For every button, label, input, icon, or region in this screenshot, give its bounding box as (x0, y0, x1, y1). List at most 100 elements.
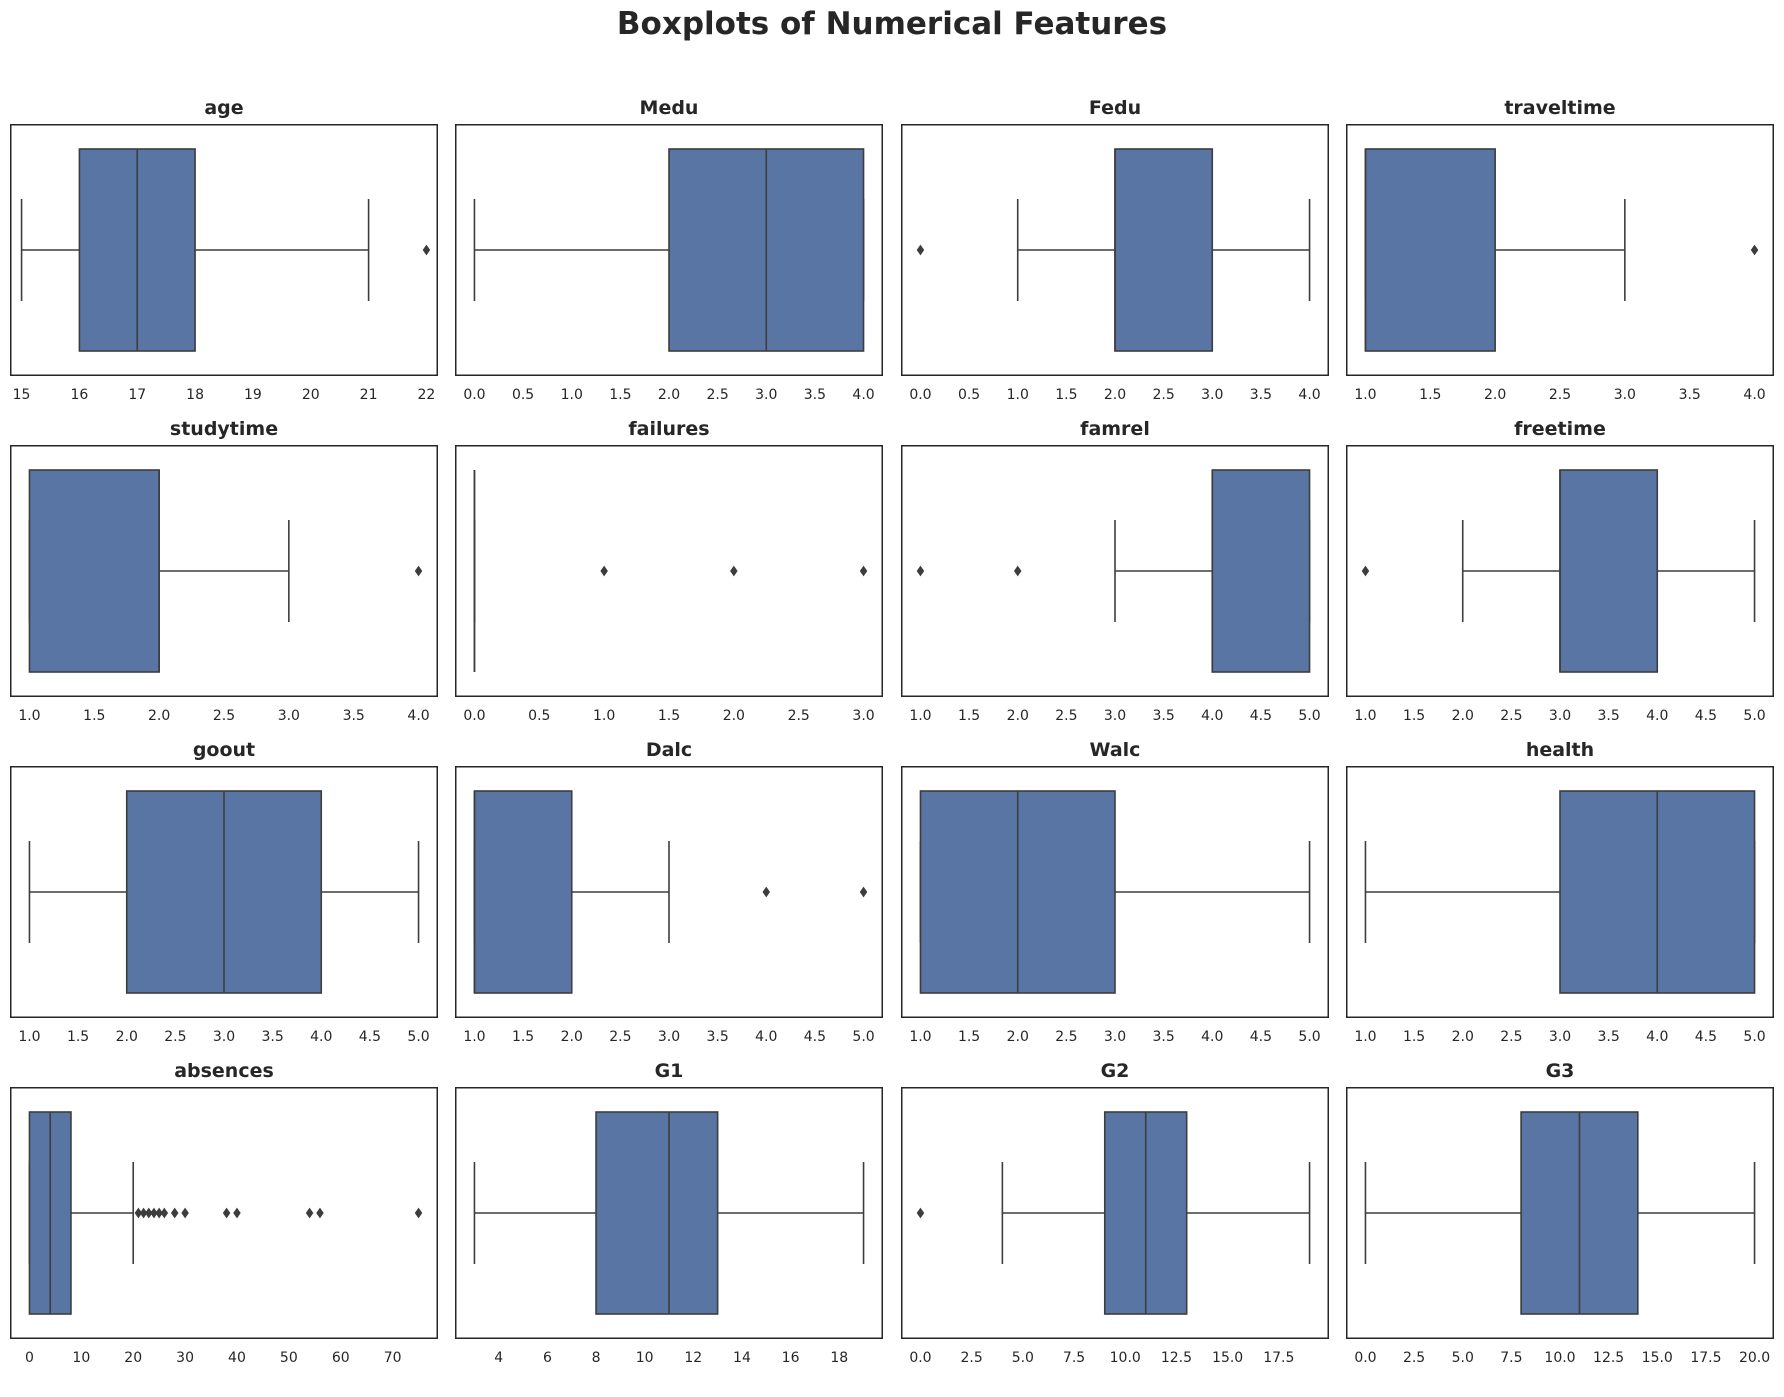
axes-frame (455, 766, 883, 1018)
x-tick-label: 0.0 (1354, 1350, 1376, 1366)
x-tick-label: 4.0 (1201, 708, 1223, 724)
outlier-point (145, 1207, 153, 1219)
x-tick-label: 2.0 (1007, 1029, 1029, 1045)
outlier-point (414, 1207, 423, 1219)
x-tick-label: 0.5 (512, 387, 534, 403)
subplot-title: Walc (1090, 739, 1141, 761)
x-tick-label: 3.0 (278, 708, 300, 724)
boxplot-Fedu: Fedu 0.0 0.5 1.0 1.5 2.0 2.5 3.0 3.5 4.0 (901, 97, 1329, 403)
x-tick-label: 1.5 (609, 387, 631, 403)
x-tick-label: 3.0 (755, 387, 777, 403)
x-tick-label: 30 (176, 1350, 194, 1366)
x-tick-label: 1.0 (909, 1029, 931, 1045)
panel-famrel: famrel 1.0 1.5 2.0 2.5 3.0 3.5 4.0 4.5 5.0 (901, 415, 1349, 755)
x-tick-label: 2.5 (1153, 387, 1175, 403)
subplot-title: failures (628, 418, 709, 440)
iqr-box (1114, 148, 1214, 352)
outlier-point (762, 886, 771, 898)
x-tick-label: 1.5 (658, 708, 680, 724)
panel-G3: G3 0.0 2.5 5.0 7.5 10.0 12.5 15.0 17.5 20.0 (1346, 1057, 1784, 1397)
subplot-title: absences (174, 1060, 274, 1082)
outlier-point (170, 1207, 179, 1219)
x-tick-label: 12 (684, 1350, 702, 1366)
x-tick-label: 2.5 (1055, 1029, 1077, 1045)
x-tick-label: 2.0 (1452, 1029, 1474, 1045)
x-tick-label: 10.0 (1544, 1350, 1575, 1366)
subplot-title: freetime (1514, 418, 1606, 440)
x-tick-label: 17.5 (1263, 1350, 1294, 1366)
x-tick-label: 4.5 (1695, 708, 1717, 724)
x-tick-label: 3.0 (1549, 1029, 1571, 1045)
x-tick-label: 1.5 (1403, 1029, 1425, 1045)
x-tick-label: 15.0 (1212, 1350, 1243, 1366)
iqr-box (595, 1111, 719, 1315)
panel-absences: absences 0 10 20 30 40 50 60 70 (10, 1057, 458, 1397)
boxplot-absences: absences 0 10 20 30 40 50 60 70 (10, 1060, 438, 1366)
x-tick-label: 3.0 (658, 1029, 680, 1045)
x-tick-label: 4.5 (1250, 1029, 1272, 1045)
boxplot-studytime: studytime 1.0 1.5 2.0 2.5 3.0 3.5 4.0 (10, 418, 438, 724)
x-tick-label: 2.5 (1055, 708, 1077, 724)
x-tick-label: 1.0 (561, 387, 583, 403)
x-tick-label: 0.5 (528, 708, 550, 724)
x-tick-label: 14 (733, 1350, 751, 1366)
outlier-point (422, 244, 431, 256)
x-tick-label: 5.0 (1298, 708, 1320, 724)
boxplot-famrel: famrel 1.0 1.5 2.0 2.5 3.0 3.5 4.0 4.5 5.0 (901, 418, 1329, 724)
x-tick-label: 3.0 (1201, 387, 1223, 403)
axes-frame (10, 445, 438, 697)
outlier-point (222, 1207, 231, 1219)
x-tick-label: 3.5 (1153, 708, 1175, 724)
subplot-title: age (204, 97, 243, 119)
x-tick-label: 4.0 (1646, 708, 1668, 724)
iqr-box (28, 469, 160, 673)
x-tick-label: 1.0 (1354, 708, 1376, 724)
x-tick-label: 18 (186, 387, 204, 403)
x-tick-label: 12.5 (1593, 1350, 1624, 1366)
x-tick-label: 16 (70, 387, 88, 403)
x-tick-label: 1.0 (593, 708, 615, 724)
x-tick-label: 21 (360, 387, 378, 403)
outlier-point (305, 1207, 314, 1219)
subplot-title: G2 (1101, 1060, 1130, 1082)
figure-title: Boxplots of Numerical Features (616, 6, 1168, 42)
iqr-box (1559, 469, 1659, 673)
x-tick-label: 1.0 (1354, 387, 1376, 403)
axes-frame (1346, 124, 1774, 376)
boxplot-health: health 1.0 1.5 2.0 2.5 3.0 3.5 4.0 4.5 5.0 (1346, 739, 1774, 1045)
x-tick-label: 4 (494, 1350, 503, 1366)
outlier-point (150, 1207, 158, 1219)
outlier-point (916, 1207, 925, 1219)
axes-frame (455, 445, 883, 697)
x-tick-label: 2.0 (1452, 708, 1474, 724)
x-tick-label: 2.5 (1500, 708, 1522, 724)
x-tick-label: 7.5 (1500, 1350, 1522, 1366)
x-tick-label: 5.0 (1452, 1350, 1474, 1366)
outlier-point (181, 1207, 189, 1219)
x-tick-label: 20 (124, 1350, 142, 1366)
x-tick-label: 1.5 (958, 1029, 980, 1045)
x-tick-label: 10 (636, 1350, 654, 1366)
x-tick-label: 1.0 (463, 1029, 485, 1045)
panel-traveltime: traveltime 1.0 1.5 2.0 2.5 3.0 3.5 4.0 (1346, 94, 1784, 434)
boxplot-G2: G2 0.0 2.5 5.0 7.5 10.0 12.5 15.0 17.5 (901, 1060, 1329, 1366)
x-tick-label: 4.5 (804, 1029, 826, 1045)
x-tick-label: 4.5 (1695, 1029, 1717, 1045)
x-tick-label: 3.0 (1104, 1029, 1126, 1045)
x-tick-label: 2.0 (723, 708, 745, 724)
x-tick-label: 2.5 (961, 1350, 983, 1366)
subplot-title: goout (193, 739, 255, 761)
outlier-point (316, 1207, 324, 1219)
axes-frame (1346, 1087, 1774, 1339)
subplot-title: Medu (640, 97, 699, 119)
axes-frame (1346, 445, 1774, 697)
x-tick-label: 1.5 (512, 1029, 534, 1045)
x-tick-label: 2.5 (164, 1029, 186, 1045)
outlier-point (155, 1207, 163, 1219)
panel-failures: failures 0.0 0.5 1.0 1.5 2.0 2.5 3.0 (455, 415, 903, 755)
x-tick-label: 10.0 (1110, 1350, 1141, 1366)
x-tick-label: 1.5 (67, 1029, 89, 1045)
x-tick-label: 4.0 (1743, 387, 1765, 403)
x-tick-label: 5.0 (852, 1029, 874, 1045)
axes-frame (455, 124, 883, 376)
